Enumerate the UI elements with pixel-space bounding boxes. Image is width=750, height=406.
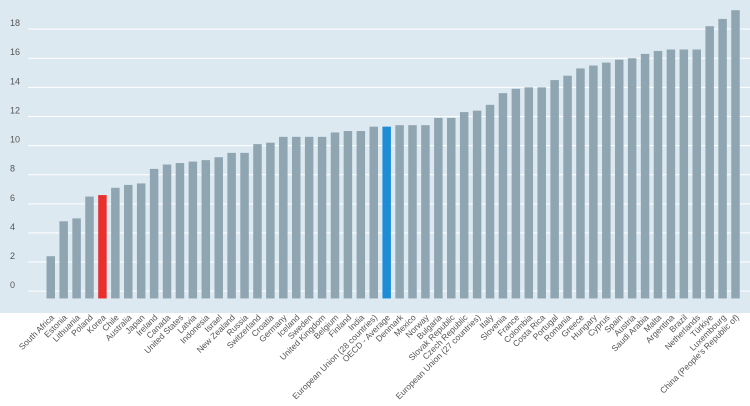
bar-greece (576, 68, 585, 299)
bar-spain (614, 59, 624, 299)
bar-oecd-average (382, 126, 391, 299)
bar-luxembourg (718, 18, 727, 299)
bar-romania (563, 75, 572, 299)
bar-poland (85, 196, 94, 299)
bar-portugal (550, 80, 559, 299)
bar-norway (421, 125, 430, 299)
bar-belgium (330, 132, 340, 299)
bar-iceland (291, 136, 301, 299)
bar-costa-rica (537, 87, 546, 299)
bar-lithuania (72, 218, 81, 299)
bar-malta (653, 50, 663, 299)
bar-latvia (188, 161, 198, 299)
bar-croatia (266, 142, 275, 299)
y-tick-label: 12 (10, 105, 20, 115)
bar-russia (240, 152, 249, 299)
bar-slovenia (498, 93, 508, 299)
bar-saudi-arabia (640, 53, 650, 299)
bar-germany (279, 136, 288, 299)
bar-japan (136, 183, 146, 299)
category-labels: South AfricaEstoniaLithuaniaPolandKoreaC… (17, 312, 741, 401)
y-tick-label: 10 (10, 135, 20, 145)
y-tick-label: 6 (10, 193, 15, 203)
bar-chile (111, 187, 120, 299)
bars (46, 10, 740, 299)
bar-indonesia (201, 160, 211, 299)
bar-slovak-republic (447, 117, 456, 299)
bar-korea (98, 195, 107, 299)
bar-czech-republic (459, 112, 469, 299)
bar-netherlands (692, 49, 701, 299)
bar-t-rkiye (705, 26, 714, 299)
y-tick-label: 0 (10, 280, 15, 290)
bar-estonia (59, 221, 68, 299)
bar-cyprus (602, 62, 611, 299)
bar-france (511, 88, 521, 299)
y-axis-ticks: 0 2 4 6 8 10 12 14 16 18 (10, 18, 20, 290)
bar-colombia (524, 87, 534, 299)
y-tick-label: 8 (10, 164, 15, 174)
bar-china-people-s-republic-of (731, 10, 740, 299)
bar-finland (343, 131, 353, 299)
bar-sweden (304, 136, 314, 299)
bar-bulgaria (434, 117, 443, 299)
bar-switzerland (253, 144, 262, 299)
bar-hungary (589, 65, 598, 299)
bar-european-union-28-countries (369, 126, 378, 299)
bar-south-africa (46, 256, 55, 299)
bar-mexico (408, 125, 417, 299)
bar-india (356, 131, 366, 299)
y-tick-label: 2 (10, 251, 15, 261)
bar-european-union-27-countries (472, 110, 482, 299)
bar-italy (485, 104, 495, 299)
bar-brazil (679, 49, 689, 299)
bar-united-states (175, 163, 185, 299)
bar-united-kingdom (317, 136, 327, 299)
bar-canada (162, 164, 172, 299)
bar-austria (627, 58, 637, 299)
y-tick-label: 4 (10, 222, 15, 232)
bar-denmark (395, 125, 404, 299)
bar-ireland (149, 168, 159, 299)
y-tick-label: 16 (10, 47, 20, 57)
bar-australia (124, 184, 133, 299)
y-tick-label: 14 (10, 76, 20, 86)
y-tick-label: 18 (10, 18, 20, 28)
bar-israel (214, 157, 223, 299)
bar-argentina (666, 49, 676, 299)
bar-new-zealand (227, 152, 236, 299)
